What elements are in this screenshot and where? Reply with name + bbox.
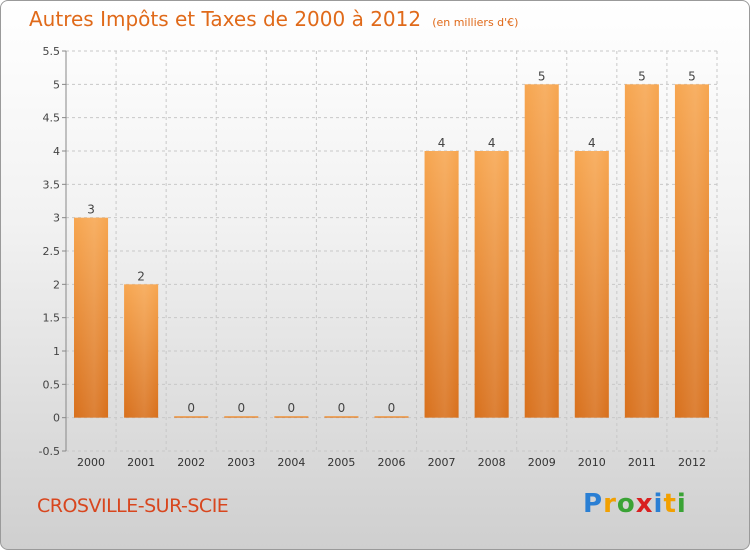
x-tick-label-2004: 2004	[277, 456, 305, 469]
x-tick-label-2012: 2012	[678, 456, 706, 469]
data-label-2012: 5	[688, 69, 696, 83]
data-label-2004: 0	[288, 401, 296, 415]
y-tick-label: 4.5	[43, 112, 61, 125]
bar-2002	[174, 416, 209, 418]
y-tick-label: 0	[53, 412, 60, 425]
chart-subtitle: (en milliers d'€)	[432, 16, 519, 29]
logo-letter: t	[663, 489, 677, 519]
data-label-2002: 0	[187, 401, 195, 415]
data-label-2011: 5	[638, 69, 646, 83]
title-block: Autres Impôts et Taxes de 2000 à 2012 (e…	[29, 7, 518, 31]
y-tick-label: 1.5	[43, 312, 61, 325]
x-tick-label-2005: 2005	[327, 456, 355, 469]
y-tick-label: 1	[53, 345, 60, 358]
x-tick-label-2002: 2002	[177, 456, 205, 469]
logo-letter: P	[583, 489, 604, 519]
bar-2006	[374, 416, 409, 418]
data-label-2007: 4	[438, 136, 446, 150]
x-tick-label-2009: 2009	[528, 456, 556, 469]
bar-shine	[574, 151, 609, 418]
bar-shine	[624, 84, 659, 418]
y-tick-label: 4	[53, 145, 60, 158]
y-tick-label: 2	[53, 278, 60, 291]
logo-letter: i	[653, 489, 664, 519]
data-label-2010: 4	[588, 136, 596, 150]
x-tick-label-2010: 2010	[578, 456, 606, 469]
bar-shine	[524, 84, 559, 418]
x-tick-label-2007: 2007	[428, 456, 456, 469]
data-label-2005: 0	[338, 401, 346, 415]
bar-shine	[674, 84, 709, 418]
data-label-2003: 0	[237, 401, 245, 415]
bar-shine	[424, 151, 459, 418]
data-label-2008: 4	[488, 136, 496, 150]
logo-letter: r	[603, 489, 617, 519]
y-tick-label: 3	[53, 212, 60, 225]
bar-shine	[74, 217, 109, 418]
y-tick-label: -0.5	[39, 445, 60, 458]
data-label-2001: 2	[137, 269, 145, 283]
bar-shine	[124, 284, 159, 418]
data-label-2009: 5	[538, 69, 546, 83]
y-tick-label: 5.5	[43, 45, 61, 58]
y-tick-label: 0.5	[43, 378, 61, 391]
bar-2005	[324, 416, 359, 418]
x-tick-label-2001: 2001	[127, 456, 155, 469]
x-tick-label-2011: 2011	[628, 456, 656, 469]
proxiti-logo: Proxiti	[583, 489, 687, 519]
data-label-2006: 0	[388, 401, 396, 415]
y-tick-label: 5	[53, 78, 60, 91]
logo-letter: i	[676, 489, 687, 519]
bar-2004	[274, 416, 309, 418]
y-tick-label: 2.5	[43, 245, 61, 258]
logo-letter: o	[616, 489, 636, 519]
x-tick-label-2000: 2000	[77, 456, 105, 469]
chart-title: Autres Impôts et Taxes de 2000 à 2012	[29, 7, 422, 31]
logo-letter: x	[635, 489, 654, 519]
x-tick-label-2003: 2003	[227, 456, 255, 469]
bar-chart: -0.5 0 0.5 1 1.5 2 2.5 3 3.5 4 4.5 5 5.5 3 2000 2 2001 0 2…	[39, 45, 718, 469]
bar-2003	[224, 416, 259, 418]
commune-name: CROSVILLE-SUR-SCIE	[37, 495, 229, 517]
bar-shine	[474, 151, 509, 418]
y-tick-label: 3.5	[43, 178, 61, 191]
data-label-2000: 3	[87, 203, 95, 217]
x-tick-label-2008: 2008	[478, 456, 506, 469]
x-tick-label-2006: 2006	[378, 456, 406, 469]
